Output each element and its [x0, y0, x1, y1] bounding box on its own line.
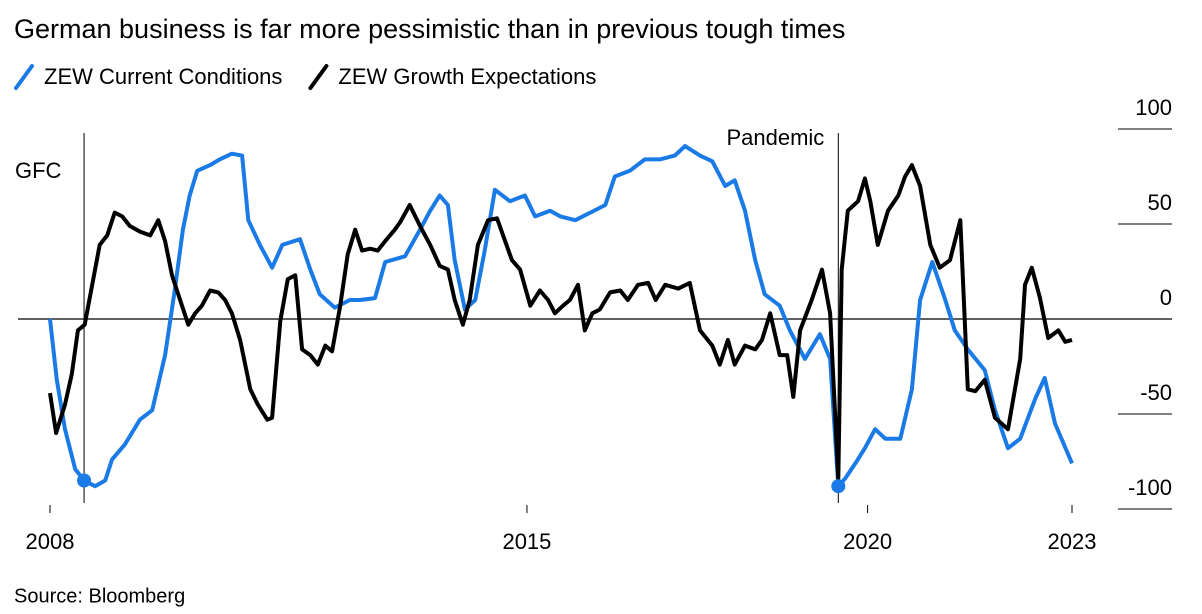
y-tick-label: -50: [1140, 380, 1172, 405]
y-tick-label: -100: [1128, 475, 1172, 500]
annotation-label: GFC: [15, 158, 62, 183]
x-tick-label: 2020: [843, 529, 892, 554]
x-tick-label: 2008: [26, 529, 75, 554]
series-line: [48, 144, 1074, 489]
legend-swatch: [14, 64, 34, 90]
chart-title: German business is far more pessimistic …: [14, 14, 845, 44]
legend-swatch: [308, 64, 329, 90]
series-line: [48, 163, 1073, 481]
source: Source: Bloomberg: [14, 585, 185, 607]
legend-label: ZEW Current Conditions: [44, 64, 282, 89]
highlight-dot: [77, 473, 92, 488]
y-tick-label: 50: [1148, 190, 1172, 215]
x-tick-label: 2023: [1048, 529, 1097, 554]
y-tick-label: 100: [1135, 95, 1172, 120]
y-tick-label: 0: [1160, 285, 1172, 310]
x-tick-label: 2015: [502, 529, 551, 554]
highlight-dot: [831, 479, 846, 494]
legend-label: ZEW Growth Expectations: [338, 64, 596, 89]
annotation-label: Pandemic: [726, 125, 824, 150]
